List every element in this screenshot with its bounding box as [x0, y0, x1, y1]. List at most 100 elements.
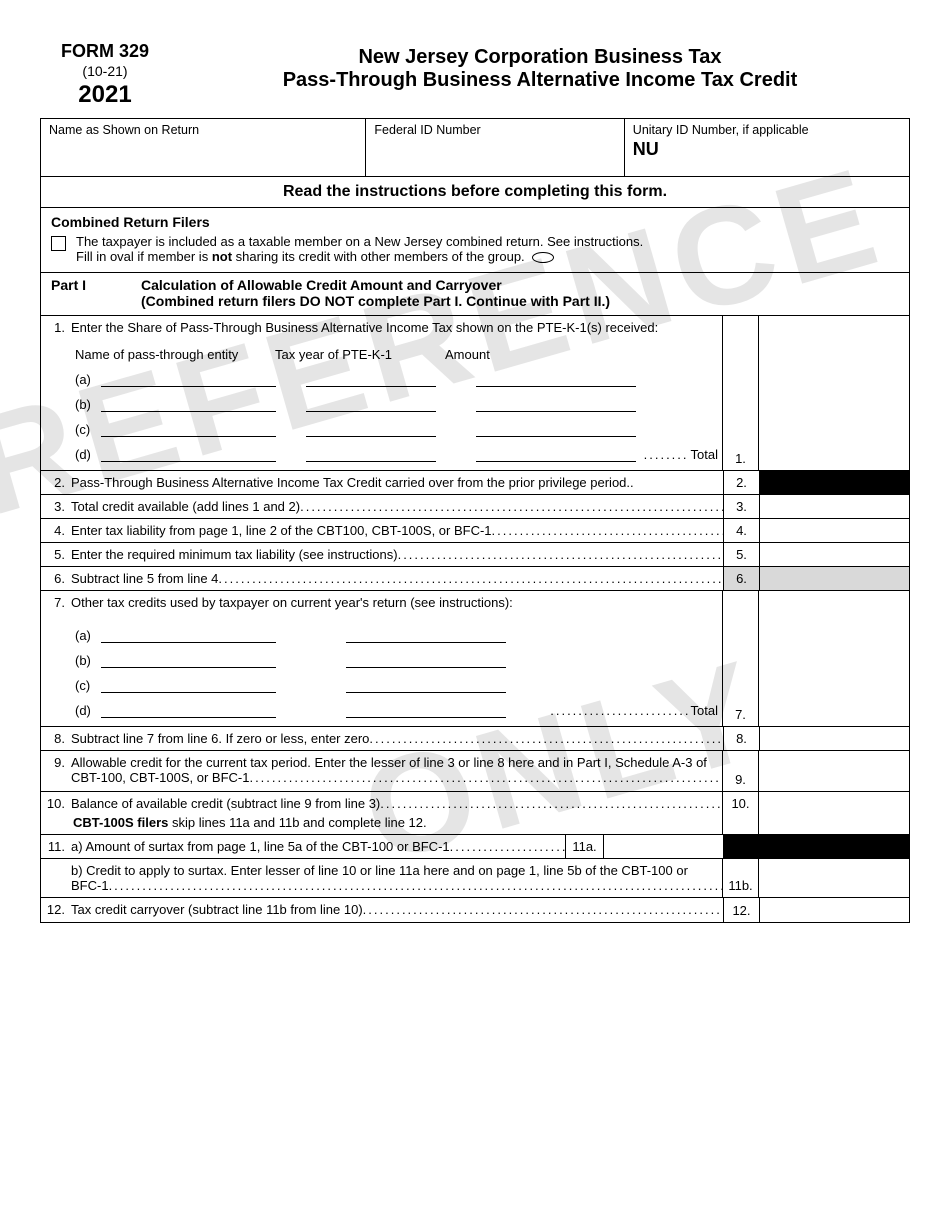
- line7-row-b: (b): [75, 653, 722, 668]
- line6-text: Subtract line 5 from line 4: [69, 567, 723, 590]
- part1-title-block: Calculation of Allowable Credit Amount a…: [141, 277, 899, 309]
- line7-b-amount[interactable]: [346, 654, 506, 668]
- line8-text: Subtract line 7 from line 6. If zero or …: [69, 727, 723, 750]
- line7-b-label: (b): [75, 653, 101, 668]
- line1-subheaders: Name of pass-through entity Tax year of …: [75, 347, 722, 362]
- fed-label: Federal ID Number: [374, 123, 480, 137]
- federal-id-cell: Federal ID Number: [366, 119, 624, 176]
- line11a-num-dark: [723, 835, 759, 858]
- line11-number: 11.: [41, 835, 69, 858]
- line1-text: Enter the Share of Pass-Through Business…: [69, 316, 722, 339]
- line10-num: 10.: [723, 792, 759, 834]
- line7-c-amount[interactable]: [346, 679, 506, 693]
- line1-d-label: (d): [75, 447, 101, 462]
- line7-a-name[interactable]: [101, 629, 276, 643]
- line11a-text: a) Amount of surtax from page 1, line 5a…: [69, 835, 565, 858]
- line6-num: 6.: [723, 567, 759, 590]
- crf-title: Combined Return Filers: [51, 214, 899, 230]
- line7-a-label: (a): [75, 628, 101, 643]
- line1-b-year[interactable]: [306, 398, 436, 412]
- line1-d-name[interactable]: [101, 448, 276, 462]
- line1-row-c: (c): [75, 422, 722, 437]
- crf-oval[interactable]: [532, 252, 554, 263]
- nu-prefix: NU: [633, 139, 901, 160]
- line11a-box-label: 11a.: [565, 835, 603, 858]
- line9-value[interactable]: [759, 751, 909, 791]
- title-line1: New Jersey Corporation Business Tax: [170, 46, 910, 69]
- line4-value[interactable]: [759, 519, 909, 542]
- line7-b-name[interactable]: [101, 654, 276, 668]
- line8-num: 8.: [723, 727, 759, 750]
- line-11b: b) Credit to apply to surtax. Enter less…: [41, 859, 909, 898]
- line7-numcell: 7.: [723, 591, 759, 726]
- name-label: Name as Shown on Return: [49, 123, 199, 137]
- line11b-value[interactable]: [759, 859, 909, 897]
- line7-c-label: (c): [75, 678, 101, 693]
- line7-value[interactable]: [759, 591, 909, 726]
- crf-line2b: not: [212, 249, 232, 264]
- line6-value[interactable]: [759, 567, 909, 590]
- line-5: 5. Enter the required minimum tax liabil…: [41, 543, 909, 567]
- line1-a-amount[interactable]: [476, 373, 636, 387]
- unitary-label: Unitary ID Number, if applicable: [633, 123, 809, 137]
- line1-c-year[interactable]: [306, 423, 436, 437]
- line3-text: Total credit available (add lines 1 and …: [69, 495, 723, 518]
- line7-row-a: (a): [75, 628, 722, 643]
- line1-h1: Name of pass-through entity: [75, 347, 275, 362]
- line7-a-amount[interactable]: [346, 629, 506, 643]
- line1-d-amount[interactable]: [476, 448, 636, 462]
- part1-title: Calculation of Allowable Credit Amount a…: [141, 277, 502, 293]
- title-line2: Pass-Through Business Alternative Income…: [170, 69, 910, 92]
- line3-value[interactable]: [759, 495, 909, 518]
- line5-text: Enter the required minimum tax liability…: [69, 543, 723, 566]
- line1-value[interactable]: [759, 316, 909, 470]
- form-body: Name as Shown on Return Federal ID Numbe…: [40, 118, 910, 923]
- line1-row-d: (d) Total: [75, 447, 722, 462]
- line7-text: Other tax credits used by taxpayer on cu…: [69, 591, 722, 614]
- line-11a: 11. a) Amount of surtax from page 1, lin…: [41, 835, 909, 859]
- form-number: FORM 329: [40, 40, 170, 63]
- line8-value[interactable]: [759, 727, 909, 750]
- line11a-val-dark: [759, 835, 909, 858]
- form-year: 2021: [40, 80, 170, 110]
- line2-text: Pass-Through Business Alternative Income…: [69, 471, 723, 494]
- line1-c-label: (c): [75, 422, 101, 437]
- line7-d-amount[interactable]: [346, 704, 506, 718]
- line7-total-label: .........................Total: [506, 703, 722, 718]
- line12-value[interactable]: [759, 898, 909, 922]
- line-4: 4. Enter tax liability from page 1, line…: [41, 519, 909, 543]
- line1-a-name[interactable]: [101, 373, 276, 387]
- form-id-box: FORM 329 (10-21) 2021: [40, 40, 170, 110]
- unitary-id-cell: Unitary ID Number, if applicable NU: [625, 119, 909, 176]
- line5-num: 5.: [723, 543, 759, 566]
- line1-h2: Tax year of PTE-K-1: [275, 347, 445, 362]
- line1-c-name[interactable]: [101, 423, 276, 437]
- line7-d-label: (d): [75, 703, 101, 718]
- line-2: 2. Pass-Through Business Alternative Inc…: [41, 471, 909, 495]
- line4-num: 4.: [723, 519, 759, 542]
- line11b-num: 11b.: [723, 859, 759, 897]
- crf-checkbox[interactable]: [51, 236, 66, 251]
- line1-row-a: (a): [75, 372, 722, 387]
- line12-num: 12.: [723, 898, 759, 922]
- line1-a-year[interactable]: [306, 373, 436, 387]
- part1-header: Part I Calculation of Allowable Credit A…: [41, 273, 909, 316]
- read-instructions: Read the instructions before completing …: [41, 177, 909, 208]
- line-12: 12. Tax credit carryover (subtract line …: [41, 898, 909, 922]
- line5-value[interactable]: [759, 543, 909, 566]
- line7-row-c: (c): [75, 678, 722, 693]
- line-1: 1. Enter the Share of Pass-Through Busin…: [41, 316, 909, 471]
- line1-d-year[interactable]: [306, 448, 436, 462]
- line1-b-name[interactable]: [101, 398, 276, 412]
- line7-row-d: (d) .........................Total: [75, 703, 722, 718]
- line1-b-amount[interactable]: [476, 398, 636, 412]
- line4-text: Enter tax liability from page 1, line 2 …: [69, 519, 723, 542]
- line7-c-name[interactable]: [101, 679, 276, 693]
- line-6: 6. Subtract line 5 from line 4 6.: [41, 567, 909, 591]
- line1-c-amount[interactable]: [476, 423, 636, 437]
- identity-row: Name as Shown on Return Federal ID Numbe…: [41, 119, 909, 177]
- line7-d-name[interactable]: [101, 704, 276, 718]
- line11a-box-value[interactable]: [603, 835, 723, 858]
- line10-value[interactable]: [759, 792, 909, 834]
- crf-line2a: Fill in oval if member is: [76, 249, 212, 264]
